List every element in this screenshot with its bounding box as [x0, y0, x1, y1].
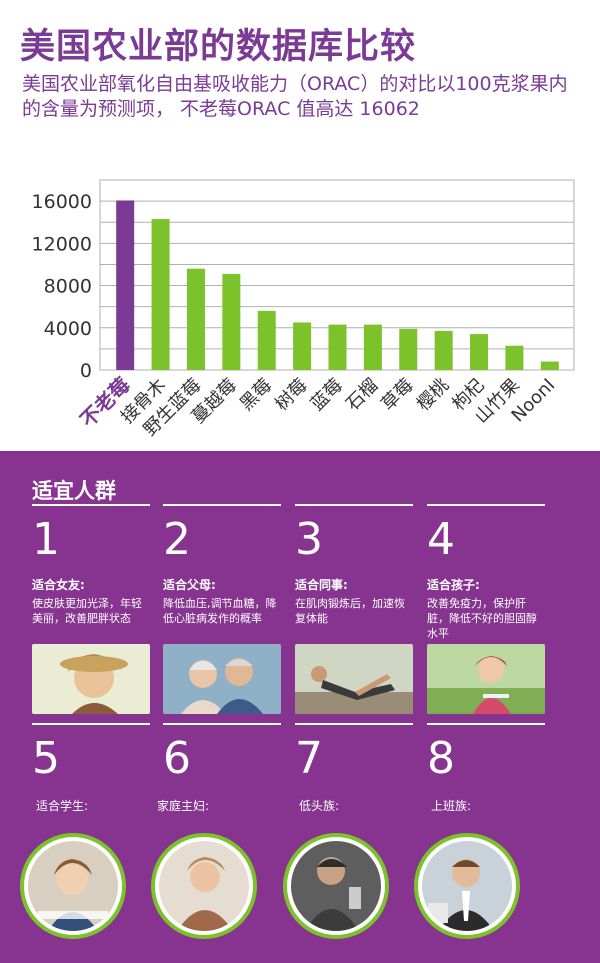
card-divider	[32, 504, 150, 506]
card-number: 3	[295, 514, 323, 565]
card-divider	[163, 723, 281, 725]
bar	[363, 324, 382, 370]
card-number: 5	[32, 733, 60, 784]
card-number: 1	[32, 514, 60, 565]
card-title: 家庭主妇:	[157, 799, 210, 813]
y-tick-label: 8000	[44, 276, 92, 298]
bar	[505, 345, 524, 370]
x-tick-label: 石榴	[342, 375, 382, 415]
card-title: 适合同事:	[295, 578, 348, 592]
suitable-groups-panel: 适宜人群 1 适合女友: 使皮肤更加光泽，年轻美丽，改善肥胖状态 2 适合父母:…	[0, 451, 600, 963]
bar	[186, 268, 205, 370]
card-number: 7	[295, 733, 323, 784]
card-description: 降低血压,调节血糖，降低心脏病发作的概率	[163, 597, 277, 625]
woman-photo	[32, 644, 150, 714]
y-tick-label: 0	[80, 360, 92, 382]
bar	[222, 273, 241, 370]
page-subtitle: 美国农业部氧化自由基吸收能力（ORAC）的对比以100克浆果内的含量为预测项， …	[22, 73, 568, 120]
card-title: 适合学生:	[36, 799, 89, 813]
card-title: 适合女友:	[32, 578, 85, 592]
card-description: 在肌肉锻炼后，加速恢复体能	[295, 597, 405, 625]
bar	[257, 310, 276, 370]
x-tick-label: 樱桃	[413, 375, 453, 415]
student-photo	[20, 833, 126, 939]
orac-bar-chart: 0400080001200016000不老莓接骨木野生蓝莓蔓越莓黑莓树莓蓝莓石榴…	[32, 179, 575, 440]
phone-user-photo	[283, 833, 389, 939]
card-description: 使皮肤更加光泽，年轻美丽，改善肥胖状态	[32, 597, 142, 625]
bar	[434, 330, 453, 370]
card-number: 4	[427, 514, 455, 565]
exercise-photo	[295, 644, 413, 714]
y-tick-label: 4000	[44, 318, 92, 340]
bar	[293, 322, 312, 370]
card-title: 适合父母:	[163, 578, 216, 592]
card-divider	[32, 723, 150, 725]
x-tick-label: 树莓	[271, 375, 311, 415]
card-number: 2	[163, 514, 191, 565]
card-divider	[427, 504, 545, 506]
card-divider	[163, 504, 281, 506]
card-number: 6	[163, 733, 191, 784]
panel-title: 适宜人群	[32, 479, 116, 503]
bar	[540, 361, 559, 370]
page-title: 美国农业部的数据库比较	[20, 27, 417, 67]
child-photo	[427, 644, 545, 714]
bar	[399, 328, 418, 370]
card-divider	[427, 723, 545, 725]
office-worker-photo	[414, 833, 520, 939]
elderly-couple-photo	[163, 644, 281, 714]
housewife-photo	[151, 833, 257, 939]
y-tick-label: 16000	[32, 191, 92, 213]
card-title: 低头族:	[299, 799, 340, 813]
x-tick-label: 黑莓	[236, 375, 276, 415]
x-tick-label: 草莓	[377, 375, 417, 415]
card-divider	[295, 723, 413, 725]
card-number: 8	[427, 733, 455, 784]
bar-highlight	[116, 200, 135, 370]
bar	[151, 219, 170, 370]
card-divider	[295, 504, 413, 506]
card-description: 改善免疫力，保护肝脏，降低不好的胆固醇水平	[427, 597, 537, 640]
x-tick-label: 蓝莓	[307, 375, 347, 415]
bar	[470, 334, 489, 370]
card-title: 适合孩子:	[427, 578, 480, 592]
y-tick-label: 12000	[32, 233, 92, 255]
bar	[328, 324, 347, 370]
card-title: 上班族:	[431, 799, 472, 813]
